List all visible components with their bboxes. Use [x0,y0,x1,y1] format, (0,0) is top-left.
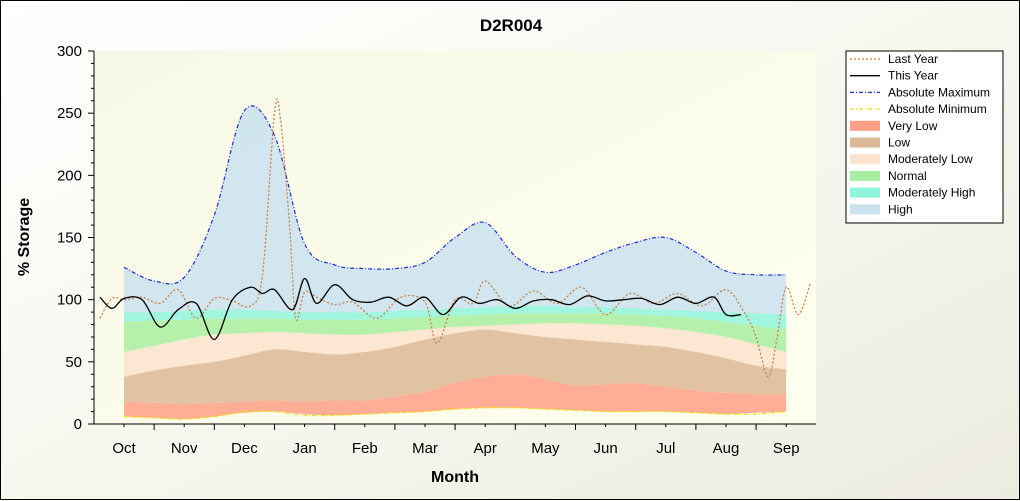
y-tick-label: 300 [57,43,82,60]
legend-label: High [888,202,913,216]
y-tick-label: 150 [57,230,82,247]
legend-label: Moderately High [888,186,975,200]
y-tick-label: 0 [74,416,82,433]
band-normal [124,313,787,352]
x-tick-label: Oct [112,440,136,457]
x-tick-label: Feb [352,440,378,457]
legend-swatch [850,204,880,215]
band-low [124,329,787,405]
legend-label: This Year [888,69,938,83]
legend-label: Absolute Minimum [888,102,987,116]
y-tick-label: 250 [57,105,82,122]
x-tick-label: Aug [713,440,740,457]
series-absolute-maximum [123,105,787,285]
legend-label: Last Year [888,52,938,66]
axes-layer: 0 50 100 150 200 250 300 Oct Nov Dec Jan Feb Mar Apr M… [57,43,816,457]
x-axis-label: Month [431,469,479,486]
lines-layer [99,98,811,420]
legend-label: Low [888,136,910,150]
x-tick-label: Jan [293,440,317,457]
x-tick-label: Jul [656,440,675,457]
x-tick-label: Apr [474,440,497,457]
y-tick-label: 200 [57,167,82,184]
band-moderately-low [124,323,787,377]
legend-label: Normal [888,169,927,183]
bands-layer [124,105,787,420]
legend-swatch [850,154,880,165]
series-last-year [99,98,811,378]
series-this-year [99,277,742,341]
x-tick-label: Nov [171,440,198,457]
x-tick-label: Dec [231,440,258,457]
legend-label: Very Low [888,119,938,133]
series-absolute-minimum [123,407,787,420]
legend-swatch [850,120,880,131]
chart-title: D2R004 [480,16,543,35]
legend-swatch [850,137,880,148]
y-tick-label: 100 [57,292,82,309]
y-axis-label: % Storage [16,198,33,276]
x-tick-label: Sep [773,440,800,457]
legend-swatch [850,187,880,198]
legend-label: Moderately Low [888,152,973,166]
legend: Last Year This Year Absolute Maximum Absolu… [845,50,1004,224]
y-tick-label: 50 [65,354,82,371]
band-high [124,105,787,315]
legend-swatch [850,170,880,181]
x-tick-label: Mar [412,440,438,457]
x-tick-label: May [531,440,560,457]
legend-label: Absolute Maximum [888,85,990,99]
band-very-low [124,374,787,420]
band-moderately-high [124,305,787,330]
x-tick-label: Jun [594,440,618,457]
